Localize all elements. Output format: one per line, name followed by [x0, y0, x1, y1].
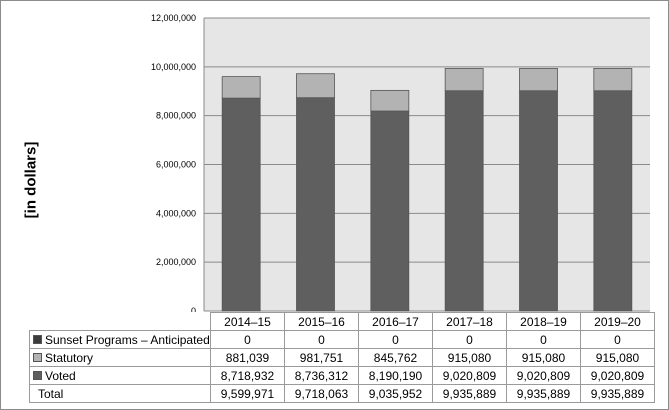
table-cell: 9,718,063: [284, 384, 359, 403]
category-label: 2016–17: [358, 312, 433, 331]
table-cell: 0: [284, 330, 359, 349]
series-name: Sunset Programs – Anticipated: [45, 332, 210, 347]
table-row: Statutory 881,039 981,751 845,762 915,080 915…: [29, 348, 655, 367]
series-name: Statutory: [45, 350, 94, 365]
table-cell: 9,020,809: [580, 366, 655, 385]
category-label: 2019–20: [580, 312, 655, 331]
series-name: Voted: [45, 368, 76, 383]
legend-key: [33, 334, 42, 344]
table-cell: 9,599,971: [210, 384, 285, 403]
legend-key: [33, 370, 42, 380]
y-tick-label: 8,000,000: [156, 111, 196, 121]
table-cell: 0: [358, 330, 433, 349]
bar-voted-4: [519, 90, 558, 312]
table-cell: 8,718,932: [210, 366, 285, 385]
table-cell: 8,190,190: [358, 366, 433, 385]
table-cell: 0: [506, 330, 581, 349]
bar-statutory-1: [296, 73, 335, 99]
table-cell: 915,080: [506, 348, 581, 367]
series-label: Voted: [29, 366, 211, 385]
bars: [221, 67, 633, 312]
table-cell: 0: [580, 330, 655, 349]
bar-voted-5: [593, 90, 633, 312]
table-cell: 915,080: [432, 348, 507, 367]
y-tick-label: 4,000,000: [156, 208, 196, 218]
bar-voted-2: [370, 110, 410, 312]
bar-statutory-4: [519, 67, 558, 92]
category-label: 2017–18: [432, 312, 507, 331]
bar-statutory-2: [370, 89, 410, 112]
bar-voted-3: [444, 90, 484, 312]
bar-statutory-3: [444, 67, 484, 92]
category-label: 2015–16: [284, 312, 359, 331]
table-cell: 9,035,952: [358, 384, 433, 403]
bar-chart: 0 2,000,000 4,000,000 6,000,000 8,000,000 10,…: [151, 13, 650, 312]
table-cell: 9,020,809: [506, 366, 581, 385]
bar-statutory-5: [593, 67, 633, 92]
category-label: 2018–19: [506, 312, 581, 331]
y-axis-ticks: 0 2,000,000 4,000,000 6,000,000 8,000,000 10,…: [151, 13, 205, 312]
table-row-total: Total 9,599,971 9,718,063 9,035,952 9,935,88…: [29, 384, 655, 403]
table-cell: 881,039: [210, 348, 285, 367]
table-cell: 981,751: [284, 348, 359, 367]
table-cell: 9,935,889: [506, 384, 581, 403]
table-header-row: 2014–15 2015–16 2016–17 2017–18 2018–19 2019–…: [29, 312, 655, 331]
y-tick-label: 10,000,000: [151, 62, 196, 72]
bar-voted-1: [296, 97, 335, 312]
y-tick-label: 2,000,000: [156, 257, 196, 267]
table-cell: 9,935,889: [580, 384, 655, 403]
total-label: Total: [29, 384, 211, 403]
y-tick-label: 6,000,000: [156, 160, 196, 170]
table-cell: 0: [432, 330, 507, 349]
y-tick-label: 0: [191, 306, 196, 312]
data-table: 2014–15 2015–16 2016–17 2017–18 2018–19 2019–…: [29, 312, 655, 403]
table-cell: 8,736,312: [284, 366, 359, 385]
bar-voted-0: [221, 97, 261, 312]
y-tick-label: 12,000,000: [151, 13, 196, 23]
table-cell: 845,762: [358, 348, 433, 367]
table-cell: 9,020,809: [432, 366, 507, 385]
legend-key: [33, 352, 42, 362]
table-cell: 0: [210, 330, 285, 349]
table-cell: 9,935,889: [432, 384, 507, 403]
bar-statutory-0: [221, 76, 261, 99]
category-label: 2014–15: [210, 312, 285, 331]
table-row: Sunset Programs – Anticipated 0 0 0 0 0 0: [29, 330, 655, 349]
series-label: Statutory: [29, 348, 211, 367]
gridlines: [204, 17, 650, 312]
table-row: Voted 8,718,932 8,736,312 8,190,190 9,020,80…: [29, 366, 655, 385]
table-cell: 915,080: [580, 348, 655, 367]
table-corner: [29, 312, 211, 331]
series-label: Sunset Programs – Anticipated: [29, 330, 211, 349]
